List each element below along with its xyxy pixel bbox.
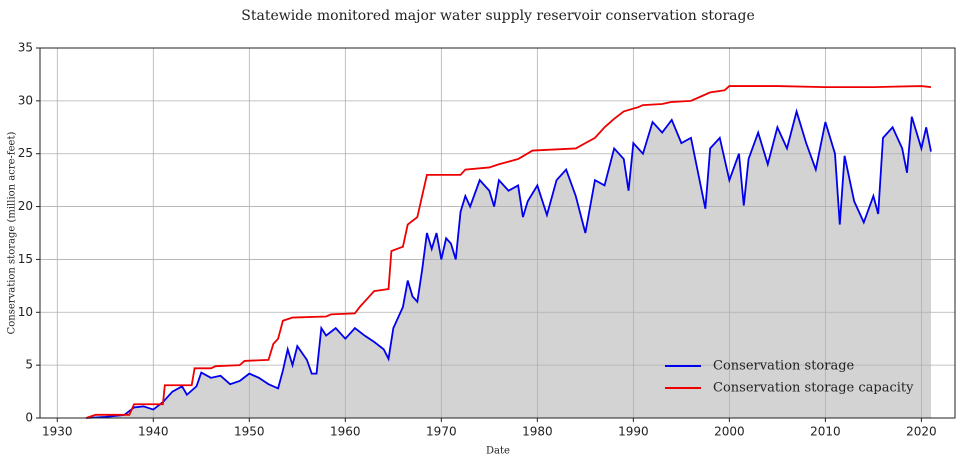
x-axis-label: Date — [486, 446, 510, 457]
y-tick-label: 15 — [18, 252, 33, 266]
plot-frame — [39, 47, 956, 419]
x-tick-label: 1990 — [618, 425, 649, 439]
x-tick-label: 1950 — [234, 425, 265, 439]
x-tick-label: 2020 — [906, 425, 937, 439]
x-tick-label: 1970 — [426, 425, 457, 439]
line-series — [85, 85, 932, 419]
x-tick-label: 2010 — [810, 425, 841, 439]
legend-label: Conservation storage — [713, 359, 855, 374]
chart-title: Statewide monitored major water supply r… — [241, 8, 754, 24]
x-tick-label: 1980 — [522, 425, 553, 439]
x-tick-label: 1940 — [138, 425, 169, 439]
x-tick-label: 1960 — [330, 425, 361, 439]
y-tick-label: 35 — [18, 41, 33, 55]
y-tick-label: 5 — [25, 358, 33, 372]
y-axis-label: Conservation storage (million acre-feet) — [7, 132, 18, 335]
y-tick-label: 0 — [25, 411, 33, 425]
line-series — [86, 108, 932, 419]
y-tick-label: 20 — [18, 199, 33, 213]
x-tick-label: 2000 — [714, 425, 745, 439]
x-tick-label: 1930 — [42, 425, 73, 439]
area-fill — [86, 111, 931, 418]
legend-label: Conservation storage capacity — [713, 381, 914, 396]
y-tick-label: 30 — [18, 93, 33, 107]
y-tick-label: 10 — [18, 305, 33, 319]
y-tick-label: 25 — [18, 146, 33, 160]
